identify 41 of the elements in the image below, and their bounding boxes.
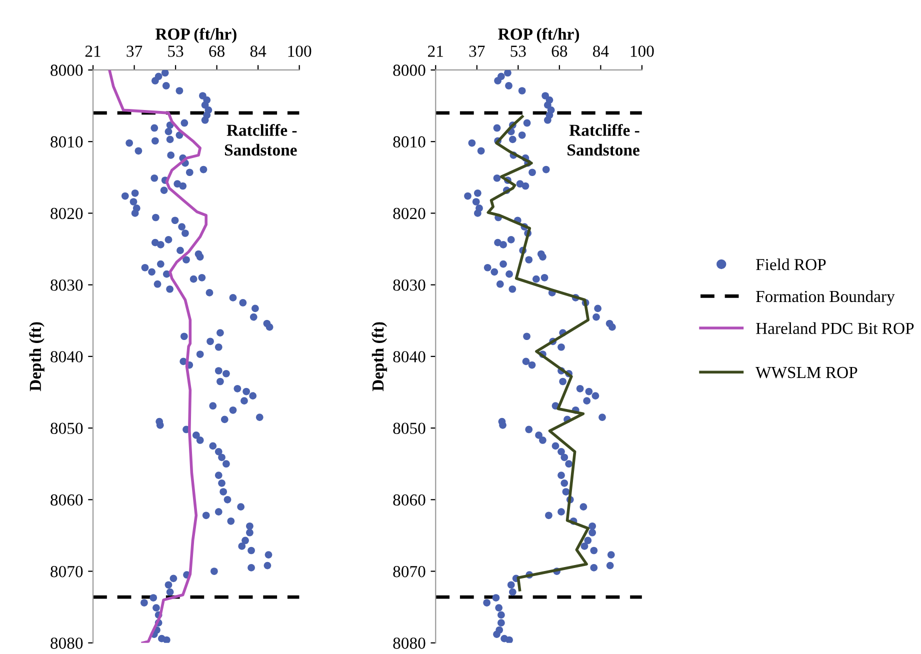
line-series: [108, 70, 208, 643]
y-tick-label: 8070: [393, 566, 426, 578]
y-tick-label: 8050: [393, 422, 426, 434]
y-tick-label: 8020: [50, 208, 83, 220]
y-tick-label: 8040: [393, 351, 426, 362]
x-tick-label: 37: [469, 46, 485, 57]
x-tick-label: 100: [630, 46, 654, 57]
x-axis-title: ROP (ft/hr): [155, 28, 236, 44]
legend-label: WWSLM ROP: [756, 366, 858, 378]
y-tick-label: 8060: [50, 494, 83, 506]
x-tick-label: 37: [126, 46, 142, 57]
y-tick-label: 8010: [50, 136, 83, 148]
annotation: Ratcliffe - Sandstone: [224, 124, 297, 156]
legend-label: Formation Boundary: [756, 290, 895, 306]
x-axis-title: ROP (ft/hr): [498, 28, 580, 44]
x-tick-label: 68: [209, 46, 224, 57]
y-axis-title: Depth (ft): [372, 322, 388, 392]
y-tick-label: 8020: [393, 208, 426, 220]
y-tick-label: 8030: [393, 280, 426, 291]
x-tick-label: 100: [288, 46, 312, 57]
y-tick-label: 8060: [393, 494, 426, 506]
y-tick-label: 8010: [393, 136, 426, 148]
legend-label: Field ROP: [756, 258, 826, 270]
x-tick-label: 84: [592, 46, 609, 57]
x-tick-label: 84: [250, 46, 266, 57]
y-tick-label: 8030: [50, 280, 83, 291]
x-tick-label: 21: [428, 46, 443, 57]
y-tick-label: 8050: [50, 422, 83, 434]
legend-label: Hareland PDC Bit ROP: [756, 322, 914, 334]
y-axis-title: Depth (ft): [29, 322, 44, 392]
y-tick-label: 8000: [50, 64, 83, 76]
annotation: Ratcliffe - Sandstone: [568, 124, 640, 156]
x-tick-label: 53: [168, 46, 184, 57]
y-tick-label: 8070: [50, 566, 83, 578]
y-tick-label: 8080: [50, 638, 83, 649]
x-tick-label: 53: [510, 46, 526, 57]
x-tick-label: 21: [85, 46, 100, 57]
y-tick-label: 8000: [393, 64, 426, 76]
y-tick-label: 8080: [393, 638, 426, 649]
x-tick-label: 68: [552, 46, 568, 57]
y-tick-label: 8040: [50, 351, 83, 362]
